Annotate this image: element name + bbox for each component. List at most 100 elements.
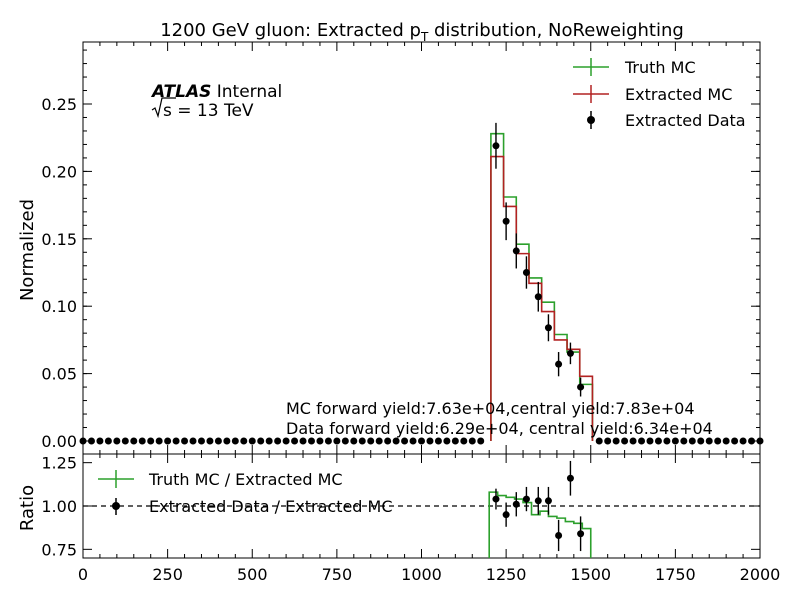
data-point-zero — [621, 437, 629, 445]
legend-ratio-truth: Truth MC / Extracted MC — [98, 470, 343, 489]
sqrt-s-label: s = 13 TeV — [151, 97, 254, 121]
data-point-zero — [248, 437, 256, 445]
legend-ratio-data: Extracted Data / Extracted MC — [112, 497, 393, 516]
ratio-data-point — [544, 497, 552, 505]
data-point-zero — [155, 437, 163, 445]
data-point-zero — [96, 437, 104, 445]
data-point-zero — [189, 437, 197, 445]
data-point-zero — [722, 437, 730, 445]
ratio-data-point — [566, 474, 574, 482]
legend-truth-mc: Truth MC — [573, 58, 696, 77]
ratio-axis-ticks: 0.75 1.00 1.25 0 250 500 750 1000 1250 1500 1750 20… — [41, 454, 780, 584]
data-point — [492, 142, 500, 150]
data-point-zero — [223, 437, 231, 445]
data-point-zero — [307, 437, 315, 445]
data-point-zero — [663, 437, 671, 445]
svg-text:Truth MC / Extracted MC: Truth MC / Extracted MC — [148, 470, 343, 489]
data-point-zero — [595, 437, 603, 445]
data-point-zero — [646, 437, 654, 445]
data-point-zero — [104, 437, 112, 445]
data-point-zero — [426, 437, 434, 445]
data-point-zero — [333, 437, 341, 445]
svg-text:Extracted MC: Extracted MC — [625, 85, 732, 104]
data-point-zero — [688, 437, 696, 445]
main-ylabel: Normalized — [17, 199, 38, 301]
data-point — [555, 360, 563, 368]
atlas-label: ATLAS Internal — [150, 82, 282, 102]
xtick-label: 2000 — [740, 565, 781, 584]
data-point-zero — [756, 437, 764, 445]
svg-text:Extracted Data: Extracted Data — [625, 111, 746, 130]
data-point-zero — [468, 437, 476, 445]
main-ytick-label: 0.15 — [41, 230, 77, 249]
ratio-ylabel: Ratio — [17, 485, 38, 531]
data-point — [544, 324, 552, 332]
data-point — [502, 217, 510, 225]
data-point-zero — [443, 437, 451, 445]
data-point-zero — [231, 437, 239, 445]
data-point-zero — [121, 437, 129, 445]
data-point-zero — [731, 437, 739, 445]
xtick-label: 1750 — [655, 565, 696, 584]
xtick-label: 500 — [237, 565, 268, 584]
data-point-zero — [392, 437, 400, 445]
ratio-data-point — [555, 531, 563, 539]
ratio-ytick-label: 1.00 — [41, 497, 77, 516]
data-point-zero — [350, 437, 358, 445]
xtick-label: 1000 — [401, 565, 442, 584]
data-point-zero — [291, 437, 299, 445]
data-point-zero — [257, 437, 265, 445]
data-point — [566, 349, 574, 357]
chart-title: 1200 GeV gluon: Extracted pT distributio… — [160, 20, 684, 44]
ratio-data-point — [522, 495, 530, 503]
xtick-label: 1250 — [486, 565, 527, 584]
data-point-zero — [460, 437, 468, 445]
data-point-zero — [172, 437, 180, 445]
data-point-zero — [604, 437, 612, 445]
main-axis-ticks: 0.00 0.05 0.10 0.15 0.20 0.25 — [41, 42, 761, 454]
data-point-zero — [341, 437, 349, 445]
data-point-zero — [87, 437, 95, 445]
ratio-data-point — [512, 500, 520, 508]
data-point-zero — [714, 437, 722, 445]
data-point-zero — [612, 437, 620, 445]
data-point-zero — [147, 437, 155, 445]
data-point-zero — [638, 437, 646, 445]
main-ytick-label: 0.00 — [41, 432, 77, 451]
data-point-zero — [671, 437, 679, 445]
legend-extracted-mc: Extracted MC — [573, 85, 732, 104]
data-point-zero — [375, 437, 383, 445]
main-legend: Truth MC Extracted MC Extracted Data — [573, 58, 746, 130]
data-point — [534, 293, 542, 301]
data-point-zero — [654, 437, 662, 445]
data-point-zero — [299, 437, 307, 445]
xtick-label: 750 — [322, 565, 353, 584]
xtick-label: 250 — [152, 565, 183, 584]
data-point-zero — [79, 437, 87, 445]
data-point-zero — [214, 437, 222, 445]
data-point-zero — [739, 437, 747, 445]
data-point-zero — [477, 437, 485, 445]
data-point-zero — [164, 437, 172, 445]
xtick-label: 0 — [78, 565, 88, 584]
data-point-zero — [434, 437, 442, 445]
xtick-label: 1500 — [570, 565, 611, 584]
ratio-ytick-label: 1.25 — [41, 454, 77, 473]
data-point-zero — [705, 437, 713, 445]
svg-text:Truth MC: Truth MC — [624, 58, 696, 77]
data-point-zero — [130, 437, 138, 445]
svg-text:s = 13 TeV: s = 13 TeV — [163, 101, 254, 121]
main-ytick-label: 0.05 — [41, 365, 77, 384]
data-point-zero — [401, 437, 409, 445]
data-point — [512, 247, 520, 255]
data-point-zero — [697, 437, 705, 445]
data-point-zero — [274, 437, 282, 445]
data-point-zero — [282, 437, 290, 445]
data-point-zero — [206, 437, 214, 445]
ratio-ytick-label: 0.75 — [41, 540, 77, 559]
data-point-zero — [629, 437, 637, 445]
data-point-zero — [240, 437, 248, 445]
data-point-zero — [367, 437, 375, 445]
main-ytick-label: 0.20 — [41, 162, 77, 181]
